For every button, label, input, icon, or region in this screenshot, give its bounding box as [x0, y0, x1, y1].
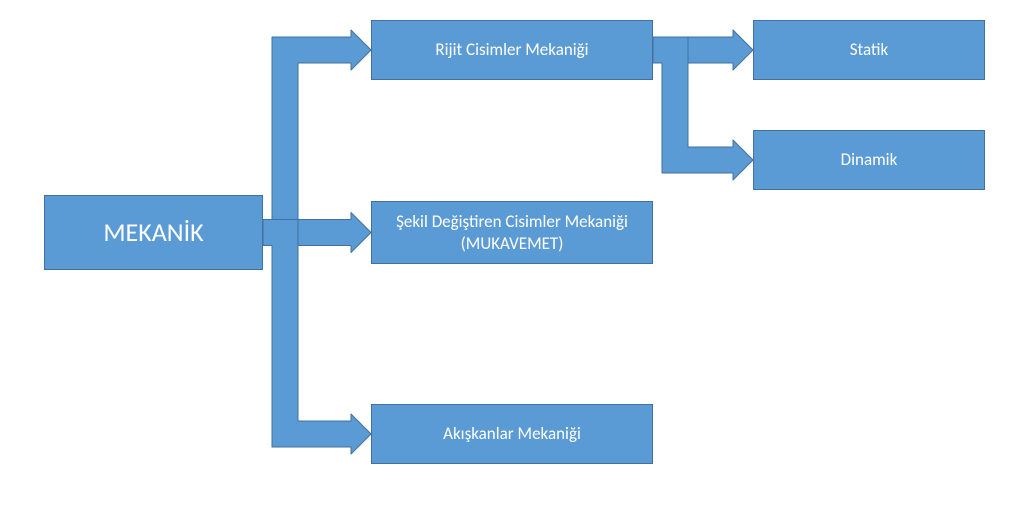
node-akis: Akışkanlar Mekaniği	[371, 404, 653, 464]
node-root: MEKANİK	[44, 195, 263, 270]
node-sekil: Şekil Değiştiren Cisimler Mekaniği (MUKA…	[371, 201, 653, 264]
node-rijit: Rijit Cisimler Mekaniği	[371, 20, 653, 80]
node-statik: Statik	[753, 20, 985, 80]
node-dinamik: Dinamik	[753, 130, 985, 190]
